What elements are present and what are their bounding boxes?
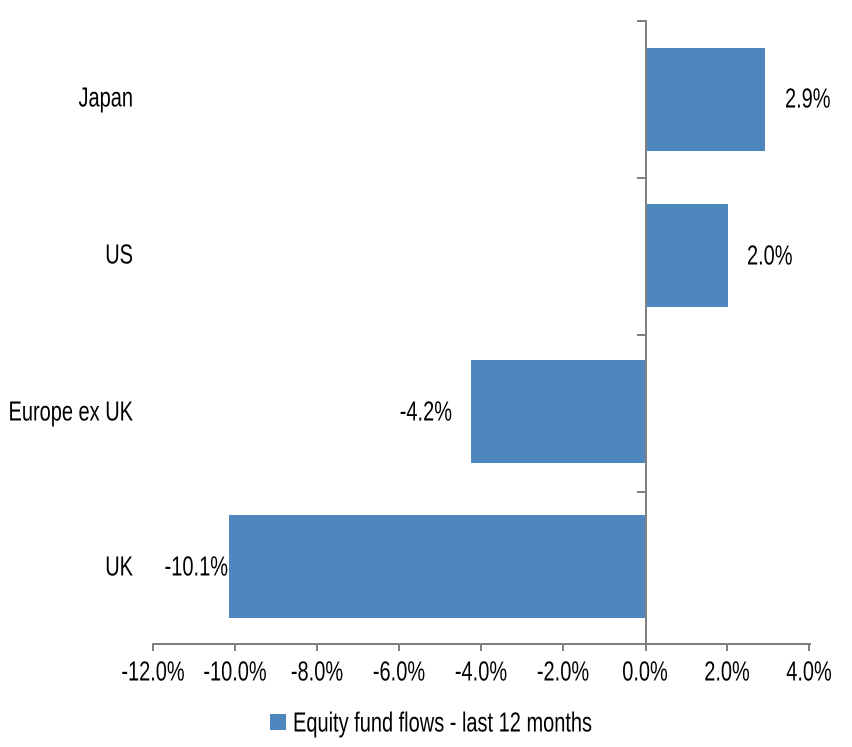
y-axis-line (645, 20, 647, 651)
value-label-japan: 2.9% (785, 83, 831, 115)
bar-europe-ex-uk (471, 360, 646, 463)
x-tick-label: -10.0% (203, 656, 267, 688)
x-axis-tick (480, 643, 482, 651)
x-axis-tick (152, 643, 154, 651)
x-axis-tick (808, 643, 810, 651)
value-label-uk: -10.1% (164, 551, 228, 583)
legend-label: Equity fund flows - last 12 months (293, 707, 593, 739)
y-axis-tick (637, 334, 645, 336)
value-label-europe-ex-uk: -4.2% (399, 396, 452, 428)
category-label-uk: UK (105, 551, 133, 583)
x-tick-label: -2.0% (536, 656, 590, 688)
value-label-us: 2.0% (747, 240, 793, 272)
y-axis-tick (637, 491, 645, 493)
x-axis-tick (316, 643, 318, 651)
bar-japan (646, 48, 765, 151)
y-axis-tick (637, 177, 645, 179)
bar-uk (229, 515, 646, 618)
legend-marker-icon (270, 714, 286, 730)
category-label-europe-ex-uk: Europe ex UK (8, 396, 133, 428)
x-tick-label: -4.0% (454, 656, 508, 688)
x-tick-label: 4.0% (786, 656, 832, 688)
x-tick-label: 2.0% (704, 656, 750, 688)
category-label-us: US (105, 239, 133, 271)
x-tick-label: -8.0% (290, 656, 344, 688)
bar-us (646, 204, 728, 307)
x-tick-label: 0.0% (622, 656, 668, 688)
x-tick-label: -6.0% (372, 656, 426, 688)
x-axis-tick (234, 643, 236, 651)
y-axis-tick (637, 20, 645, 22)
x-tick-label: -12.0% (121, 656, 185, 688)
x-axis-tick (398, 643, 400, 651)
category-label-japan: Japan (78, 82, 134, 114)
x-axis-tick (562, 643, 564, 651)
x-axis-tick (726, 643, 728, 651)
